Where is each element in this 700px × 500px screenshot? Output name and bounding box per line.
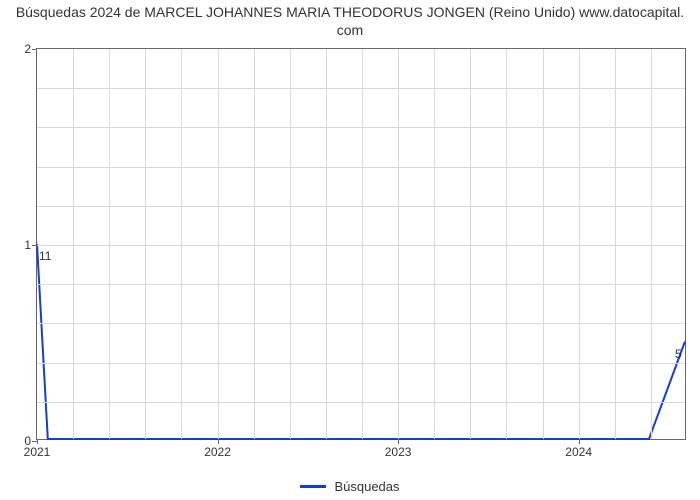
- gridline-vertical: [109, 49, 110, 439]
- gridline-vertical: [506, 49, 507, 439]
- gridline-horizontal: [37, 284, 685, 285]
- gridline-vertical: [470, 49, 471, 439]
- gridline-vertical: [543, 49, 544, 439]
- gridline-vertical: [362, 49, 363, 439]
- gridline-vertical: [254, 49, 255, 439]
- x-tick-mark: [398, 439, 399, 444]
- gridline-vertical: [326, 49, 327, 439]
- plot-area: 0122021202220232024115: [36, 48, 686, 440]
- gridline-horizontal: [37, 206, 685, 207]
- gridline-vertical: [73, 49, 74, 439]
- endpoint-label-right: 5: [675, 347, 682, 361]
- gridline-vertical: [145, 49, 146, 439]
- gridline-vertical: [181, 49, 182, 439]
- gridline-vertical: [218, 49, 219, 439]
- gridline-horizontal: [37, 363, 685, 364]
- chart-title-line1: Búsquedas 2024 de MARCEL JOHANNES MARIA …: [16, 4, 684, 20]
- gridline-vertical: [651, 49, 652, 439]
- gridline-horizontal: [37, 323, 685, 324]
- y-tick-mark: [32, 245, 37, 246]
- gridline-vertical: [615, 49, 616, 439]
- gridline-vertical: [434, 49, 435, 439]
- legend-swatch: [300, 485, 326, 488]
- chart-title: Búsquedas 2024 de MARCEL JOHANNES MARIA …: [0, 4, 700, 39]
- x-tick-mark: [579, 439, 580, 444]
- data-line: [37, 49, 685, 439]
- gridline-vertical: [290, 49, 291, 439]
- chart-title-line2: com: [337, 22, 363, 38]
- x-tick-mark: [218, 439, 219, 444]
- endpoint-label-left: 11: [39, 249, 51, 263]
- gridline-horizontal: [37, 88, 685, 89]
- chart-container: Búsquedas 2024 de MARCEL JOHANNES MARIA …: [0, 0, 700, 500]
- legend-label: Búsquedas: [334, 479, 399, 494]
- gridline-vertical: [579, 49, 580, 439]
- gridline-vertical: [398, 49, 399, 439]
- gridline-horizontal: [37, 167, 685, 168]
- gridline-horizontal: [37, 127, 685, 128]
- legend: Búsquedas: [0, 479, 700, 494]
- series-line: [37, 244, 685, 439]
- x-tick-mark: [37, 439, 38, 444]
- y-tick-mark: [32, 49, 37, 50]
- gridline-horizontal: [37, 402, 685, 403]
- gridline-horizontal: [37, 245, 685, 246]
